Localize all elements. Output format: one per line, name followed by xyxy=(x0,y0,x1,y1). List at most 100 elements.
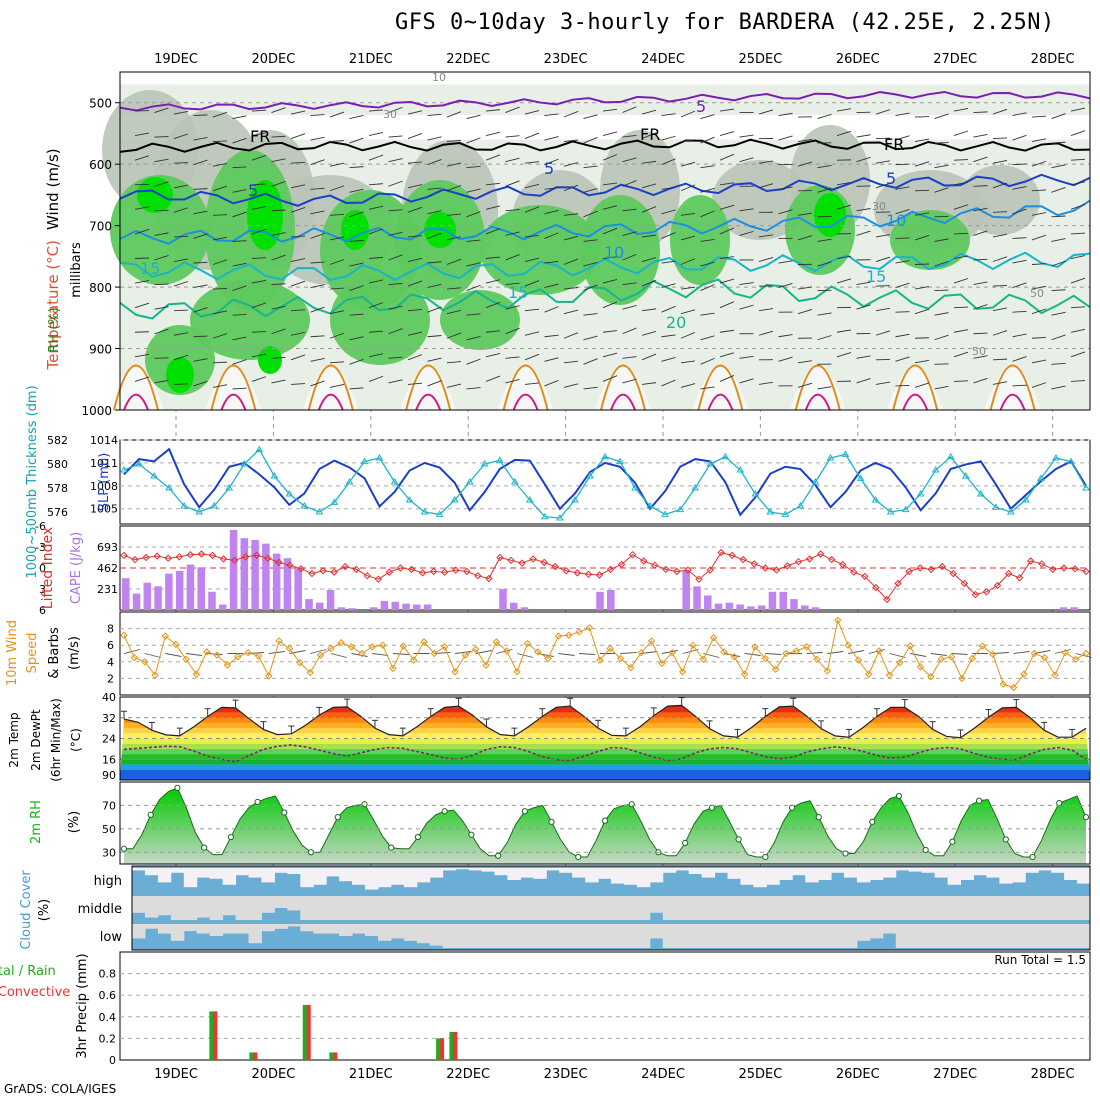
wind-speed-marker xyxy=(627,663,635,672)
wind-barb xyxy=(953,204,969,210)
wind-barb xyxy=(154,107,169,113)
cape-bar xyxy=(337,607,346,610)
wind-barb xyxy=(1070,351,1086,358)
rh-blob-green xyxy=(670,195,730,285)
surface-wind-barb xyxy=(889,653,906,658)
wind-barb xyxy=(739,230,754,236)
wind-barb xyxy=(739,134,754,138)
wind-speed-marker xyxy=(906,642,914,650)
precip-convective-bar xyxy=(333,1052,338,1060)
lifted-index-marker xyxy=(728,551,736,560)
lifted-index-marker xyxy=(827,555,836,564)
wind-barb xyxy=(583,386,598,390)
wind-barb xyxy=(134,183,150,186)
rh-marker xyxy=(441,808,448,815)
wind-barb xyxy=(349,313,364,316)
wind-barb xyxy=(1031,285,1047,290)
thickness-marker xyxy=(856,474,865,481)
wind-barb xyxy=(368,330,384,333)
wind-barb xyxy=(446,361,462,364)
wind-barb xyxy=(992,358,1008,361)
cloud-gap xyxy=(494,896,508,920)
cloud-gap xyxy=(533,868,547,879)
wind-speed-marker xyxy=(989,650,997,659)
cloud-gap xyxy=(779,868,793,880)
cloud-gap xyxy=(986,868,1000,878)
wind-barb xyxy=(251,206,267,210)
wind-barb xyxy=(544,232,559,239)
wind-speed-marker xyxy=(761,654,770,663)
wind-barb xyxy=(1070,204,1086,210)
wind-speed-marker xyxy=(296,658,304,667)
cloud-gap xyxy=(546,924,560,948)
isotherm-30 xyxy=(512,393,539,411)
wind-barb xyxy=(290,133,306,140)
cloud-gap xyxy=(675,924,690,948)
cloud-gap xyxy=(818,896,832,920)
surface-wind-barb xyxy=(744,653,761,656)
wind-barb xyxy=(154,379,169,384)
wind-barb xyxy=(544,136,559,141)
thickness-marker xyxy=(751,490,760,497)
thickness-marker xyxy=(796,502,805,509)
wind-barb xyxy=(310,187,325,190)
cloud-gap xyxy=(132,896,146,913)
cloud-gap xyxy=(649,868,664,883)
temp-band xyxy=(120,754,1090,760)
wind-barb xyxy=(1012,384,1027,387)
thickness-marker xyxy=(646,502,654,509)
cape-bar xyxy=(122,578,130,610)
wind-barb xyxy=(544,357,559,362)
wind-barb xyxy=(485,109,501,112)
cloud-gap xyxy=(1051,896,1065,920)
cloud-gap xyxy=(261,868,275,883)
lifted-index-marker xyxy=(617,560,626,569)
cape-bar xyxy=(423,604,432,610)
wind-barb xyxy=(934,385,949,390)
cloud-gap xyxy=(572,896,586,920)
cloud-gap xyxy=(209,896,224,920)
lifted-index-marker xyxy=(396,564,405,572)
wind-barb xyxy=(290,331,306,336)
cloud-gap xyxy=(339,896,353,920)
wind-speed-marker xyxy=(471,645,480,654)
wind-barb xyxy=(1051,363,1066,365)
cloud-gap xyxy=(559,924,573,948)
wind-barb xyxy=(329,185,345,192)
wind-barb xyxy=(817,238,832,242)
wind-barb xyxy=(583,239,598,242)
wind-barb xyxy=(622,282,637,286)
cape-bar xyxy=(682,570,690,610)
cloud-gap xyxy=(326,896,340,920)
cloud-gap xyxy=(623,868,638,885)
wind-barb xyxy=(524,308,540,312)
lifted-index-marker xyxy=(297,564,305,573)
wind-barb xyxy=(251,353,267,358)
day-label-bottom: 22DEC xyxy=(446,1067,490,1082)
lifted-tick-label: 6 xyxy=(39,604,46,617)
wind-barb xyxy=(700,284,715,292)
cloud-gap xyxy=(390,868,405,885)
wind-barb xyxy=(953,107,969,112)
precip-convective-bar xyxy=(453,1031,458,1060)
lifted-index-marker xyxy=(219,555,228,563)
wind-barb xyxy=(1012,208,1027,215)
cloud-gap xyxy=(455,924,470,948)
ylabel-rh2m: 2m RH xyxy=(29,800,44,844)
cape-bar xyxy=(704,595,712,610)
wind-barb xyxy=(778,356,793,362)
wind-barb xyxy=(836,182,852,186)
wind-barb xyxy=(1012,134,1027,141)
cloud-gap xyxy=(403,924,418,941)
wind-barb xyxy=(427,136,442,141)
wind-barb xyxy=(700,136,715,144)
surface-wind-barb xyxy=(454,651,472,654)
wind-barb xyxy=(368,353,384,358)
wind-barb xyxy=(778,135,793,141)
wind-barb xyxy=(193,114,208,116)
thickness-tick-label: 582 xyxy=(47,434,68,447)
cloud-gap xyxy=(611,924,625,948)
cloud-gap xyxy=(973,868,987,876)
wind-barb xyxy=(583,358,598,365)
cloud-gap xyxy=(533,924,547,948)
